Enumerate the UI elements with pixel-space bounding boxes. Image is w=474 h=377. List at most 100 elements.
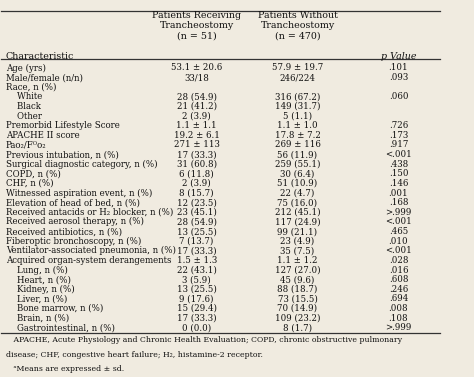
Text: 13 (25.5): 13 (25.5) [177, 285, 217, 294]
Text: 31 (60.8): 31 (60.8) [177, 160, 217, 169]
Text: 53.1 ± 20.6: 53.1 ± 20.6 [171, 63, 222, 72]
Text: 3 (5.9): 3 (5.9) [182, 275, 211, 284]
Text: 56 (11.9): 56 (11.9) [277, 150, 318, 159]
Text: Heart, n (%): Heart, n (%) [6, 275, 71, 284]
Text: 35 (7.5): 35 (7.5) [281, 246, 315, 255]
Text: Fiberoptic bronchoscopy, n (%): Fiberoptic bronchoscopy, n (%) [6, 237, 141, 246]
Text: .028: .028 [389, 256, 408, 265]
Text: 22 (43.1): 22 (43.1) [177, 265, 217, 274]
Text: .917: .917 [389, 140, 408, 149]
Text: .060: .060 [389, 92, 408, 101]
Text: Characteristic: Characteristic [6, 52, 74, 61]
Text: Pao₂/Fᴼo₂: Pao₂/Fᴼo₂ [6, 140, 46, 149]
Text: Previous intubation, n (%): Previous intubation, n (%) [6, 150, 118, 159]
Text: Acquired organ-system derangements: Acquired organ-system derangements [6, 256, 171, 265]
Text: Other: Other [6, 112, 42, 121]
Text: Race, n (%): Race, n (%) [6, 83, 56, 92]
Text: .016: .016 [389, 265, 408, 274]
Text: Ventilator-associated pneumonia, n (%): Ventilator-associated pneumonia, n (%) [6, 246, 176, 255]
Text: 28 (54.9): 28 (54.9) [177, 218, 217, 227]
Text: 5 (1.1): 5 (1.1) [283, 112, 312, 121]
Text: 12 (23.5): 12 (23.5) [177, 198, 217, 207]
Text: .726: .726 [389, 121, 408, 130]
Text: 259 (55.1): 259 (55.1) [275, 160, 320, 169]
Text: disease; CHF, congestive heart failure; H₂, histamine-2 receptor.: disease; CHF, congestive heart failure; … [6, 351, 263, 359]
Text: Male/female (n/n): Male/female (n/n) [6, 73, 83, 82]
Text: >.999: >.999 [385, 208, 411, 217]
Text: .150: .150 [389, 169, 408, 178]
Text: 17 (33.3): 17 (33.3) [177, 246, 217, 255]
Text: 45 (9.6): 45 (9.6) [281, 275, 315, 284]
Text: 0 (0.0): 0 (0.0) [182, 323, 211, 332]
Text: Lung, n (%): Lung, n (%) [6, 265, 68, 274]
Text: 30 (6.4): 30 (6.4) [281, 169, 315, 178]
Text: 51 (10.9): 51 (10.9) [277, 179, 318, 188]
Text: <.001: <.001 [385, 218, 412, 227]
Text: Witnessed aspiration event, n (%): Witnessed aspiration event, n (%) [6, 188, 152, 198]
Text: .246: .246 [389, 285, 408, 294]
Text: Received antibiotics, n (%): Received antibiotics, n (%) [6, 227, 122, 236]
Text: .173: .173 [389, 131, 408, 140]
Text: .438: .438 [389, 160, 408, 169]
Text: 117 (24.9): 117 (24.9) [275, 218, 320, 227]
Text: Kidney, n (%): Kidney, n (%) [6, 285, 74, 294]
Text: 23 (45.1): 23 (45.1) [177, 208, 217, 217]
Text: Brain, n (%): Brain, n (%) [6, 314, 69, 323]
Text: 73 (15.5): 73 (15.5) [278, 294, 318, 303]
Text: 2 (3.9): 2 (3.9) [182, 112, 211, 121]
Text: .001: .001 [389, 188, 408, 198]
Text: 271 ± 113: 271 ± 113 [173, 140, 219, 149]
Text: .008: .008 [389, 304, 408, 313]
Text: 1.1 ± 1.1: 1.1 ± 1.1 [176, 121, 217, 130]
Text: 21 (41.2): 21 (41.2) [177, 102, 217, 111]
Text: Black: Black [6, 102, 41, 111]
Text: 17 (33.3): 17 (33.3) [177, 150, 217, 159]
Text: ᵃMeans are expressed ± sd.: ᵃMeans are expressed ± sd. [6, 365, 124, 373]
Text: 70 (14.9): 70 (14.9) [277, 304, 318, 313]
Text: 8 (1.7): 8 (1.7) [283, 323, 312, 332]
Text: 88 (18.7): 88 (18.7) [277, 285, 318, 294]
Text: 212 (45.1): 212 (45.1) [275, 208, 320, 217]
Text: Age (yrs): Age (yrs) [6, 63, 46, 72]
Text: <.001: <.001 [385, 150, 412, 159]
Text: 109 (23.2): 109 (23.2) [275, 314, 320, 323]
Text: Patients Without
Trancheostomy
(n = 470): Patients Without Trancheostomy (n = 470) [258, 11, 337, 41]
Text: p Value: p Value [381, 52, 416, 61]
Text: Elevation of head of bed, n (%): Elevation of head of bed, n (%) [6, 198, 140, 207]
Text: 19.2 ± 6.1: 19.2 ± 6.1 [173, 131, 219, 140]
Text: 2 (3.9): 2 (3.9) [182, 179, 211, 188]
Text: .010: .010 [389, 237, 408, 246]
Text: 22 (4.7): 22 (4.7) [281, 188, 315, 198]
Text: 6 (11.8): 6 (11.8) [179, 169, 214, 178]
Text: 269 ± 116: 269 ± 116 [274, 140, 320, 149]
Text: 316 (67.2): 316 (67.2) [275, 92, 320, 101]
Text: Surgical diagnostic category, n (%): Surgical diagnostic category, n (%) [6, 159, 157, 169]
Text: <.001: <.001 [385, 246, 412, 255]
Text: Received antacids or H₂ blocker, n (%): Received antacids or H₂ blocker, n (%) [6, 208, 173, 217]
Text: 13 (25.5): 13 (25.5) [177, 227, 217, 236]
Text: .146: .146 [389, 179, 408, 188]
Text: 8 (15.7): 8 (15.7) [179, 188, 214, 198]
Text: 149 (31.7): 149 (31.7) [275, 102, 320, 111]
Text: .608: .608 [389, 275, 408, 284]
Text: 75 (16.0): 75 (16.0) [277, 198, 318, 207]
Text: 28 (54.9): 28 (54.9) [177, 92, 217, 101]
Text: .108: .108 [389, 314, 408, 323]
Text: .694: .694 [389, 294, 408, 303]
Text: .093: .093 [389, 73, 408, 82]
Text: 33/18: 33/18 [184, 73, 209, 82]
Text: 9 (17.6): 9 (17.6) [179, 294, 214, 303]
Text: 246/224: 246/224 [280, 73, 316, 82]
Text: Premorbid Lifestyle Score: Premorbid Lifestyle Score [6, 121, 119, 130]
Text: .101: .101 [389, 63, 408, 72]
Text: .465: .465 [389, 227, 408, 236]
Text: 7 (13.7): 7 (13.7) [180, 237, 214, 246]
Text: 17.8 ± 7.2: 17.8 ± 7.2 [274, 131, 320, 140]
Text: APACHE II score: APACHE II score [6, 131, 80, 140]
Text: Patients Receiving
Trancheostomy
(n = 51): Patients Receiving Trancheostomy (n = 51… [152, 11, 241, 41]
Text: White: White [6, 92, 42, 101]
Text: 23 (4.9): 23 (4.9) [281, 237, 315, 246]
Text: 15 (29.4): 15 (29.4) [177, 304, 217, 313]
Text: Bone marrow, n (%): Bone marrow, n (%) [6, 304, 103, 313]
Text: .168: .168 [389, 198, 408, 207]
